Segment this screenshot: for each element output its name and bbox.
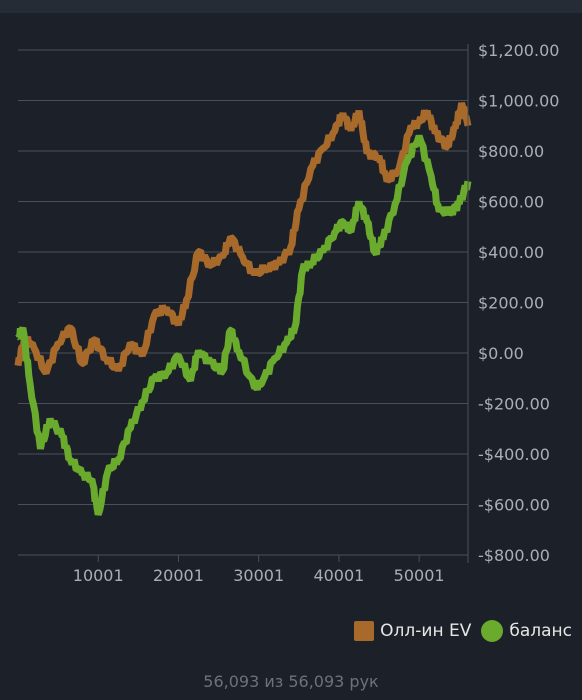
x-tick-label: 10001 — [73, 566, 124, 585]
y-tick-label: $800.00 — [478, 142, 544, 161]
chart-series — [14, 102, 472, 516]
legend-item-allin-ev[interactable]: Олл-ин EV — [354, 621, 471, 641]
y-tick-label: $200.00 — [478, 294, 544, 313]
x-tick-label: 20001 — [153, 566, 204, 585]
hands-count-footer: 56,093 из 56,093 рук — [203, 672, 379, 691]
x-tick-label: 30001 — [233, 566, 284, 585]
y-tick-label: -$200.00 — [478, 395, 550, 414]
top-bar — [0, 0, 582, 13]
y-tick-label: $400.00 — [478, 243, 544, 262]
line-chart: -$800.00 -$600.00 -$400.00 -$200.00 $0.00 $20… — [14, 41, 559, 585]
series-line-balance — [15, 134, 472, 516]
legend-label-balance: баланс — [509, 621, 572, 641]
y-tick-label: -$600.00 — [478, 496, 550, 515]
series-line-allin-ev — [14, 102, 472, 376]
y-axis: -$800.00 -$600.00 -$400.00 -$200.00 $0.00 $20… — [467, 41, 559, 565]
legend-swatch-allin-ev — [354, 621, 375, 641]
x-axis: 10001 20001 30001 40001 50001 — [73, 555, 445, 585]
legend: Олл-ин EV баланс — [354, 620, 572, 642]
y-tick-label: $1,200.00 — [478, 41, 559, 60]
x-tick-label: 50001 — [394, 566, 445, 585]
legend-swatch-balance — [481, 620, 504, 642]
x-tick-label: 40001 — [313, 566, 364, 585]
y-tick-label: $1,000.00 — [478, 92, 559, 111]
y-tick-label: $0.00 — [478, 344, 524, 363]
y-tick-label: -$400.00 — [478, 445, 550, 464]
y-tick-label: -$800.00 — [478, 546, 550, 565]
legend-label-allin-ev: Олл-ин EV — [380, 621, 472, 641]
y-tick-label: $600.00 — [478, 193, 544, 212]
legend-item-balance[interactable]: баланс — [481, 620, 572, 642]
